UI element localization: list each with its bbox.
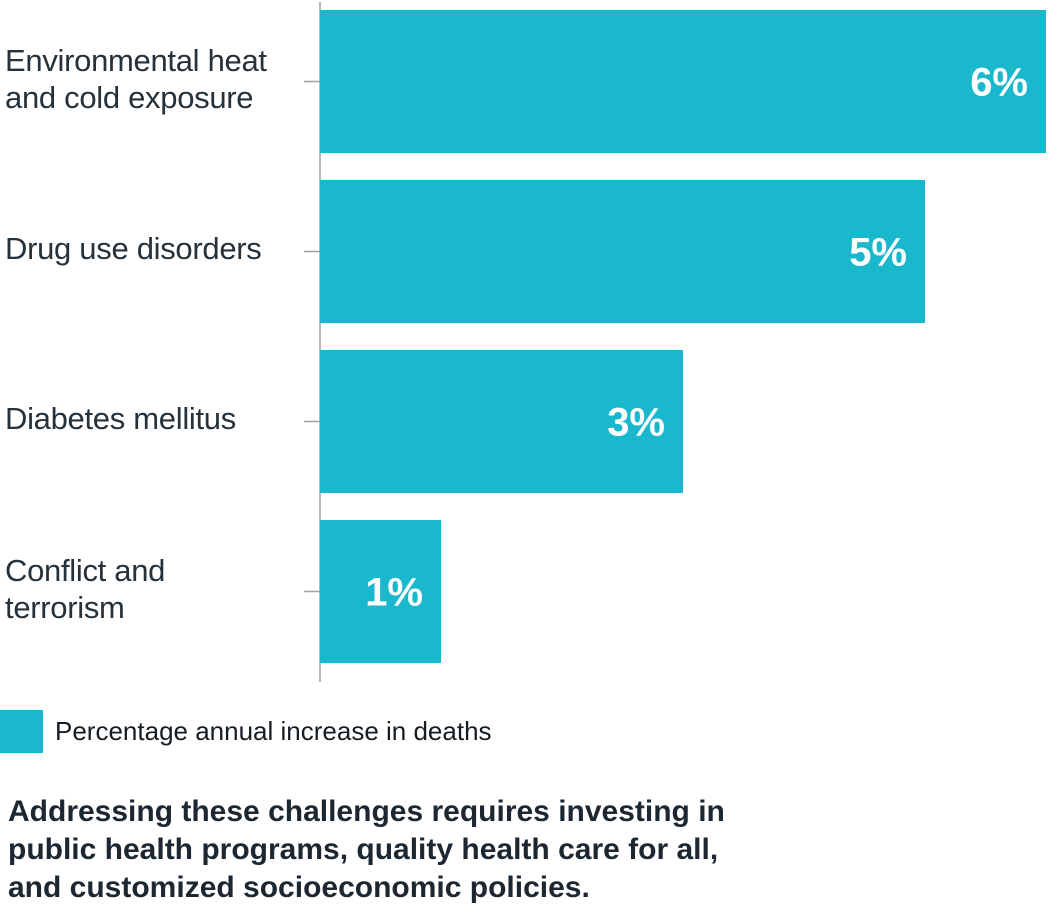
bar-data-label: 1% [365,571,423,615]
bar [320,520,441,663]
bar-data-label: 6% [970,61,1028,105]
bar-data-label: 5% [849,231,907,275]
category-label-line: terrorism [5,589,125,625]
bar [320,180,925,323]
y-axis-category-label: Diabetes mellitus [5,400,305,437]
bar-chart: 6% 5% 3% 1% Environmental heat and cold expo… [5,2,1046,682]
bar-chart-svg: 6% 5% 3% 1% [304,2,1046,682]
legend-swatch [0,710,43,753]
footnote: Addressing these challenges requires inv… [8,793,808,907]
y-axis-category-label: Drug use disorders [5,230,305,267]
bar-data-label: 3% [607,401,665,445]
category-label-line: Environmental heat [5,42,267,78]
category-label-line: Diabetes mellitus [5,401,236,436]
category-label-line: Conflict and [5,552,166,588]
category-label-line: Drug use disorders [5,231,262,266]
footnote-line: Addressing these challenges requires inv… [8,795,725,828]
bar [320,10,1046,153]
y-axis-category-label: Environmental heat and cold exposure [5,42,305,116]
legend: Percentage annual increase in deaths [0,710,492,753]
footnote-line: public health programs, quality health c… [8,833,719,866]
bar [320,350,683,493]
category-label-line: and cold exposure [5,79,254,115]
legend-label: Percentage annual increase in deaths [55,716,492,746]
y-axis-category-label: Conflict and terrorism [5,552,305,626]
footnote-line: and customized socioeconomic policies. [8,871,590,904]
